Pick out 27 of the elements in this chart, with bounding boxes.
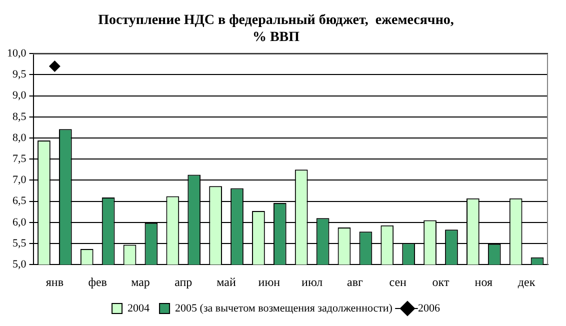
y-tick-label: 9,0: [12, 90, 27, 102]
y-tick-label: 5,0: [12, 258, 27, 270]
y-tick-label: 6,5: [12, 195, 27, 208]
legend-label: 2006: [418, 302, 440, 314]
legend-label: 2004: [128, 302, 150, 314]
x-tick-label: сен: [389, 274, 408, 289]
x-tick-label: апр: [174, 274, 192, 289]
y-tick-label: 6,0: [12, 216, 27, 228]
x-tick-label: июн: [258, 274, 281, 289]
x-tick-label: окт: [432, 274, 450, 289]
chart-title: Поступление НДС в федеральный бюджет, ежемесячно, % ВВП: [98, 13, 454, 45]
y-tick-label: 5,5: [12, 237, 27, 250]
x-tick-label: мар: [131, 274, 150, 289]
y-tick-label: 9,5: [12, 68, 27, 81]
y-tick-label: 10,0: [7, 47, 27, 60]
y-tick-label: 8,0: [12, 132, 27, 144]
y-tick-label: 7,5: [12, 152, 27, 165]
y-tick-label: 8,5: [12, 110, 27, 123]
x-tick-label: авг: [347, 274, 363, 289]
x-tick-label: июл: [302, 274, 323, 289]
y-tick-label: 7,0: [12, 174, 27, 186]
legend-label: 2005 (за вычетом возмещения задолженности): [175, 302, 393, 314]
x-tick-label: дек: [518, 274, 536, 289]
x-tick-label: фев: [88, 274, 108, 289]
x-tick-label: ноя: [474, 274, 493, 289]
x-tick-label: май: [216, 274, 236, 289]
x-tick-label: янв: [46, 274, 64, 289]
